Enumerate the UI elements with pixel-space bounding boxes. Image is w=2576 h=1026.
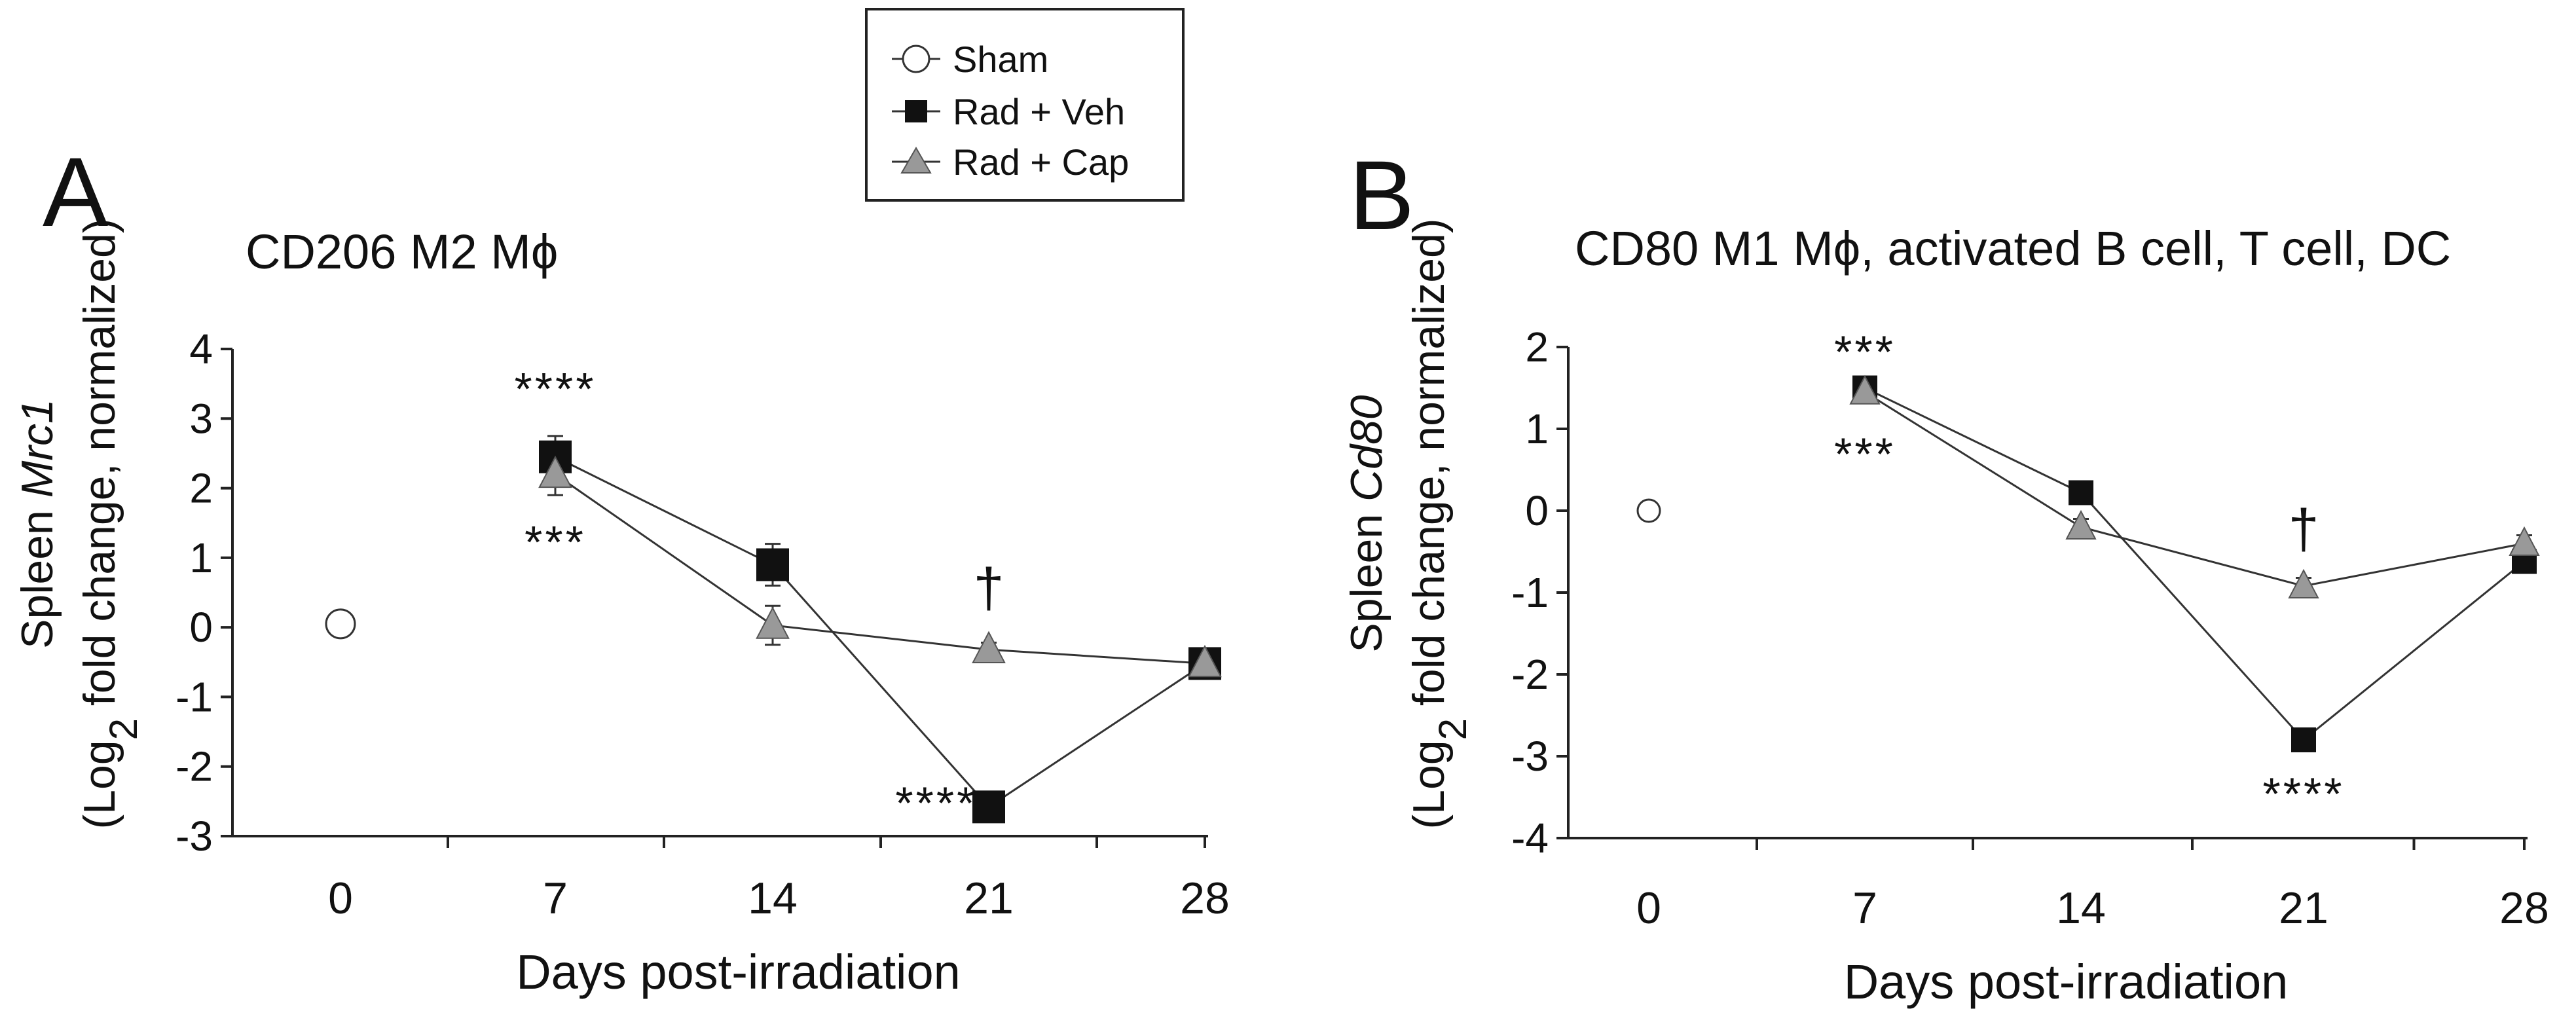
- panel-a-y-tick-label: 0: [189, 604, 213, 651]
- panel-b-y-tick-label: -1: [1511, 569, 1549, 616]
- panel-b-y-tick-label: 0: [1525, 487, 1549, 534]
- panel-b-point-rad-cap: [2065, 509, 2097, 540]
- panel-b-point-rad-veh: [2069, 480, 2093, 505]
- legend-entry-rad-veh: Rad + Veh: [892, 91, 1125, 132]
- legend-label-rad-veh: Rad + Veh: [953, 91, 1125, 132]
- panel-a-label: A: [43, 137, 108, 247]
- panel-b-point-rad-veh: [2291, 727, 2316, 752]
- panel-b-y-tick-label: -2: [1511, 651, 1549, 698]
- panel-a-point-rad-cap: [1188, 644, 1222, 678]
- panel-a-significance-mark: ***: [524, 517, 586, 568]
- panel-a-x-axis-label: Days post-irradiation: [516, 945, 961, 999]
- panel-a-point-rad-cap: [756, 606, 790, 639]
- panel-a-x-tick-label: 0: [328, 873, 353, 923]
- panel-a-x-tick-label: 7: [543, 873, 568, 923]
- panel-a-point-sham: [325, 608, 356, 640]
- panel-b-x-tick-label: 21: [2279, 883, 2328, 933]
- panel-a-y-tick-label: 1: [189, 534, 213, 581]
- panel-a-significance-mark: ****: [515, 363, 597, 414]
- panel-a-point-rad-veh: [972, 790, 1005, 824]
- panel-a-significance-mark: ****: [895, 777, 977, 828]
- legend: Sham Rad + Veh Rad + Cap: [865, 8, 1185, 202]
- panel-a-y-tick-label: 3: [189, 395, 213, 442]
- panel-b-y-tick-label: -3: [1511, 733, 1549, 780]
- panel-b-significance-mark: †: [2289, 498, 2319, 559]
- panel-a-y-tick-label: -3: [175, 813, 213, 860]
- panel-b-x-tick-label: 28: [2499, 883, 2549, 933]
- panel-b-y-axis-label-line2: (Log2 fold change, normalized): [1404, 218, 1475, 829]
- panel-b-point-rad-cap: [2288, 568, 2319, 598]
- panel-b-point-rad-cap: [1849, 375, 1881, 405]
- panel-b-significance-mark: ***: [1834, 326, 1896, 377]
- panel-a-y-tick-label: 4: [189, 325, 213, 373]
- panel-a-y-axis-label-line2: (Log2 fold change, normalized): [75, 218, 145, 829]
- legend-label-rad-cap: Rad + Cap: [953, 141, 1129, 183]
- panel-b-significance-mark: ****: [2263, 768, 2345, 819]
- panel-a-y-tick-label: 2: [189, 465, 213, 512]
- panel-b-point-sham: [1636, 498, 1661, 523]
- panel-a-x-tick-label: 21: [964, 873, 1014, 923]
- panel-b-x-tick-label: 14: [2056, 883, 2106, 933]
- panel-b-y-tick-label: 1: [1525, 405, 1549, 452]
- panel-a-point-rad-cap: [538, 455, 572, 488]
- legend-entry-rad-cap: Rad + Cap: [892, 141, 1129, 183]
- panel-a-point-rad-cap: [972, 631, 1006, 663]
- panel-a-point-rad-veh: [756, 548, 789, 581]
- panel-b-title: CD80 M1 Mϕ, activated B cell, T cell, DC: [1575, 221, 2451, 276]
- legend-marker-rad-veh: [905, 100, 927, 122]
- panel-b-x-axis-label: Days post-irradiation: [1844, 955, 2289, 1009]
- panel-b-series-line-rad-cap: [1864, 391, 2525, 587]
- panel-a: A CD206 M2 Mϕ -3 -2 -1 0 1 2 3 4 0 7 14 21 28 Days post…: [12, 137, 1230, 999]
- panel-a-x-tick-label: 28: [1180, 873, 1230, 923]
- panel-b-x-tick-label: 0: [1636, 883, 1661, 933]
- panel-a-y-tick-label: -2: [175, 743, 213, 790]
- panel-a-x-tick-label: 14: [748, 873, 798, 923]
- panel-b-series-line-rad-veh: [1864, 387, 2525, 742]
- legend-marker-rad-cap: [900, 147, 932, 174]
- panel-a-title: CD206 M2 Mϕ: [246, 225, 558, 279]
- legend-marker-sham: [902, 45, 930, 73]
- panel-a-y-tick-label: -1: [175, 673, 213, 720]
- legend-label-sham: Sham: [953, 39, 1048, 80]
- panel-a-y-axis-label-line1: Spleen Mrc1: [12, 399, 62, 649]
- panel-b-point-rad-cap: [2509, 526, 2540, 556]
- panel-b: B CD80 M1 Mϕ, activated B cell, T cell, D…: [1342, 140, 2549, 1009]
- panel-a-series-line-rad-veh: [555, 456, 1205, 809]
- panel-b-y-tick-label: 2: [1525, 323, 1549, 371]
- panel-b-y-tick-label: -4: [1511, 815, 1549, 862]
- panel-b-y-axis-label-line1: Spleen Cd80: [1342, 395, 1391, 652]
- panel-a-series-line-rad-cap: [555, 473, 1205, 665]
- panel-b-label: B: [1349, 140, 1414, 250]
- panel-b-x-tick-label: 7: [1852, 883, 1877, 933]
- panel-a-significance-mark: †: [974, 557, 1004, 618]
- panel-b-significance-mark: ***: [1834, 429, 1896, 480]
- legend-entry-sham: Sham: [892, 39, 1048, 80]
